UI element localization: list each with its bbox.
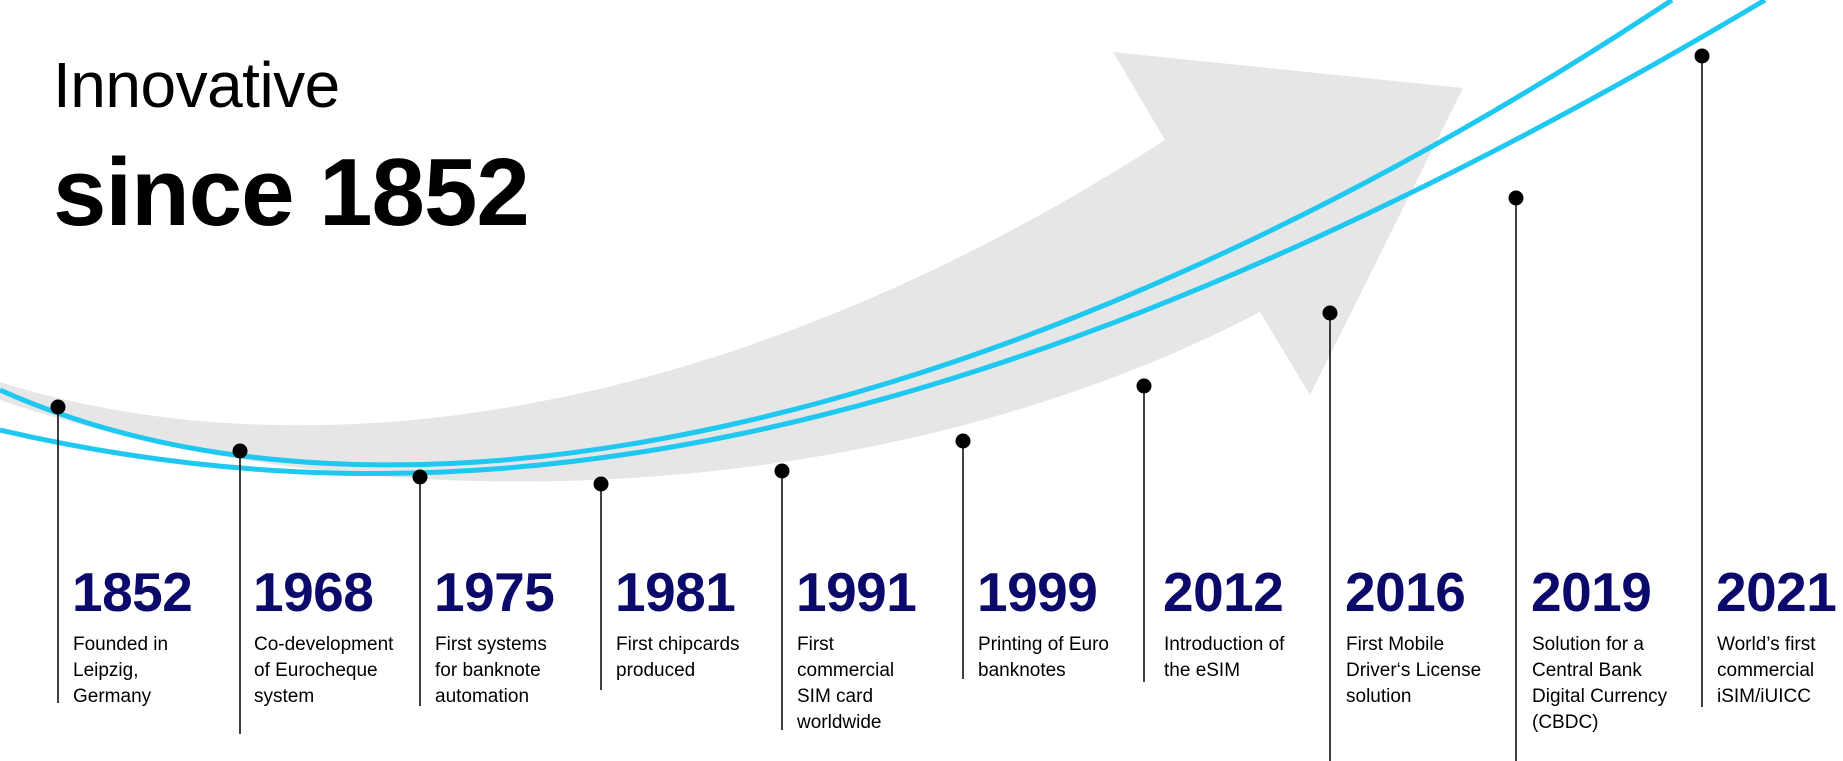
milestone-1991: 1991 First commercial SIM card worldwide (796, 561, 972, 736)
milestone-year: 1968 (253, 561, 374, 623)
milestone-year: 2019 (1531, 561, 1652, 623)
milestone-dot (412, 469, 428, 485)
title-line-since-1852: since 1852 (53, 139, 530, 246)
milestone-1999: 1999 Printing of Euro banknotes (977, 561, 1153, 684)
milestone-dot (1508, 190, 1524, 206)
milestone-description: World’s first commercial iSIM/iUICC (1717, 634, 1816, 707)
milestone-description: Introduction of the eSIM (1164, 634, 1285, 681)
milestone-2019: 2019 Solution for a Central Bank Digital … (1531, 561, 1707, 736)
milestone-year: 1991 (796, 561, 917, 623)
milestone-year: 1981 (615, 561, 736, 623)
milestone-description: First chipcards produced (616, 634, 740, 681)
milestone-dot (232, 443, 248, 459)
milestone-dot (1322, 305, 1338, 321)
milestone-2021: 2021 World’s first commercial iSIM/iUICC (1716, 561, 1843, 710)
milestone-1968: 1968 Co-development of Eurocheque system (253, 561, 429, 710)
milestone-2016: 2016 First Mobile Driver‘s License soluti… (1345, 561, 1521, 710)
milestone-dot (1694, 48, 1710, 64)
milestone-dot (50, 399, 66, 415)
milestone-dot (1136, 378, 1152, 394)
milestone-year: 2021 (1716, 561, 1837, 623)
background-arrow-shape (0, 52, 1463, 482)
upper-timeline-curve (0, 0, 1674, 468)
milestone-year: 1852 (72, 561, 193, 623)
milestone-year: 1975 (434, 561, 555, 623)
milestone-dot (593, 476, 609, 492)
title-line-innovative: Innovative (53, 49, 340, 121)
milestone-description: Solution for a Central Bank Digital Curr… (1532, 634, 1668, 733)
milestone-description: Printing of Euro banknotes (978, 634, 1109, 681)
timeline-markers (50, 48, 1710, 761)
milestone-description: First commercial SIM card worldwide (797, 634, 895, 733)
milestone-dot (955, 433, 971, 449)
milestone-year: 2012 (1163, 561, 1284, 623)
milestone-year: 1999 (977, 561, 1098, 623)
milestone-1975: 1975 First systems for banknote automatio… (434, 561, 610, 710)
milestone-dot (774, 463, 790, 479)
milestone-description: First Mobile Driver‘s License solution (1346, 634, 1482, 707)
milestone-year: 2016 (1345, 561, 1466, 623)
milestone-1852: 1852 Founded in Leipzig, Germany (72, 561, 248, 710)
lower-timeline-curve (0, 0, 1767, 476)
milestone-description: Founded in Leipzig, Germany (73, 634, 169, 707)
milestone-description: Co-development of Eurocheque system (254, 634, 394, 707)
milestone-1981: 1981 First chipcards produced (615, 561, 791, 684)
milestone-2012: 2012 Introduction of the eSIM (1163, 561, 1339, 684)
milestone-description: First systems for banknote automation (435, 634, 547, 707)
